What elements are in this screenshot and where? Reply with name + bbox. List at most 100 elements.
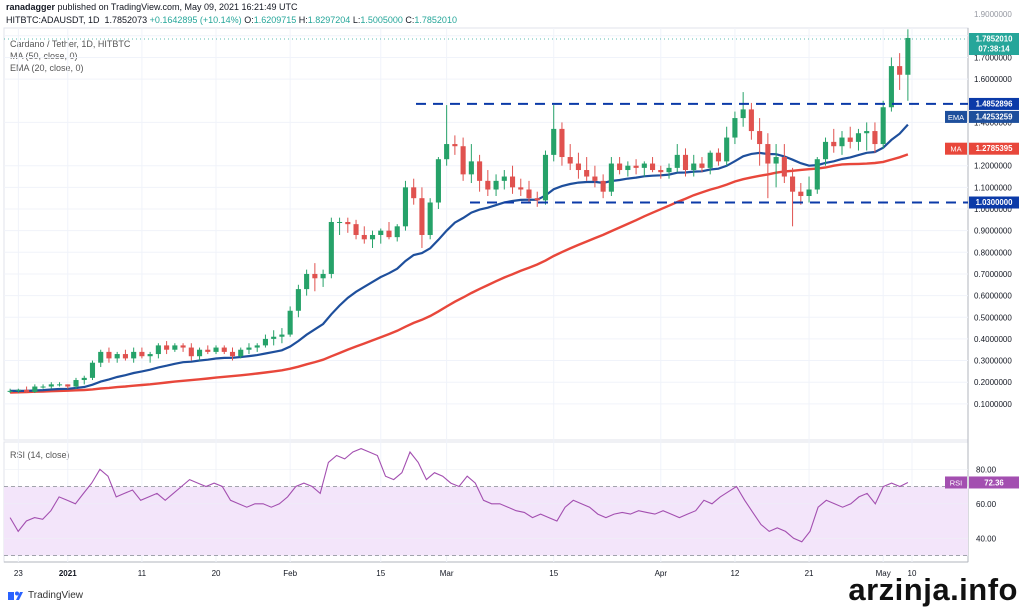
time-tick-label: 11 <box>138 569 147 578</box>
candle <box>394 224 400 242</box>
candle-body <box>254 345 260 348</box>
candle-body <box>271 336 277 339</box>
candle-body <box>164 345 170 350</box>
symbol-label: HITBTC:ADAUSDT, 1D <box>6 15 100 25</box>
high-value: 1.8297204 <box>307 15 351 25</box>
candle-body <box>353 224 359 235</box>
candle-body <box>526 189 532 199</box>
candle-body <box>402 187 409 227</box>
candle <box>699 157 705 173</box>
candle-body <box>872 131 878 145</box>
candle-body <box>757 131 763 145</box>
rsi-tag-box <box>945 476 967 489</box>
candle-body <box>666 167 672 173</box>
candle <box>485 170 491 197</box>
ma-value-tag-box <box>969 142 1019 155</box>
candle <box>452 135 458 155</box>
rsi-tag-label: RSI <box>950 478 963 487</box>
candle-body <box>485 180 491 190</box>
candle <box>89 360 96 381</box>
candle-body <box>551 128 557 155</box>
price-tick-label: 0.8000000 <box>974 248 1012 257</box>
candle-body <box>106 351 112 359</box>
candle <box>81 375 87 385</box>
candle <box>551 105 557 162</box>
candle <box>7 388 13 394</box>
tradingview-label: TradingView <box>28 590 84 601</box>
candle <box>781 144 787 184</box>
ma-tag-label: MA <box>950 145 961 154</box>
ema-value-tag-box <box>969 110 1019 123</box>
time-tick-label: Mar <box>440 569 454 578</box>
candle-body <box>155 345 161 355</box>
ma-legend[interactable]: MA (50, close, 0) <box>10 51 78 61</box>
price-tick-label: 0.3000000 <box>974 357 1012 366</box>
time-tick-label: 10 <box>908 569 917 578</box>
candle <box>542 150 549 205</box>
candle <box>617 157 623 175</box>
candle <box>172 343 178 352</box>
tradingview-logo-icon <box>8 591 23 600</box>
candle-body <box>213 347 219 352</box>
candle-body <box>740 109 746 119</box>
candle-body <box>122 354 128 359</box>
candle-body <box>814 159 820 190</box>
candle-body <box>369 234 376 240</box>
candle <box>888 57 894 112</box>
candle <box>905 29 911 101</box>
time-tick-label: 21 <box>805 569 814 578</box>
rsi-tick-label: 40.00 <box>976 534 997 543</box>
candle <box>765 133 771 199</box>
price-tick-label: 0.1000000 <box>974 400 1012 409</box>
ema-20-line <box>10 123 909 393</box>
candle <box>715 148 721 166</box>
ema-legend[interactable]: EMA (20, close, 0) <box>10 63 84 73</box>
candle <box>345 217 351 233</box>
candle <box>378 228 384 244</box>
candle <box>122 349 128 361</box>
candle-body <box>773 157 779 164</box>
rsi-legend[interactable]: RSI (14, close) <box>10 450 70 460</box>
candle-body <box>790 176 796 192</box>
candle-body <box>534 198 540 201</box>
candle <box>814 157 820 194</box>
candle <box>567 144 573 171</box>
candle <box>337 217 343 235</box>
candle-body <box>337 221 343 223</box>
candle-body <box>246 347 252 350</box>
candle-body <box>542 154 549 201</box>
candle-body <box>73 380 79 387</box>
candle <box>584 157 590 181</box>
candle <box>73 377 79 389</box>
candle-body <box>468 161 474 175</box>
tradingview-brand[interactable]: TradingView <box>8 590 83 601</box>
candle-body <box>48 384 54 387</box>
candle <box>468 144 474 184</box>
time-tick-label: 2021 <box>59 569 77 578</box>
ma-value-tag-label: 1.2785395 <box>976 144 1014 153</box>
candle <box>221 345 227 355</box>
candle-body <box>221 347 227 352</box>
candle-body <box>493 180 499 190</box>
candle-body <box>229 351 236 357</box>
candle <box>24 386 30 394</box>
candle <box>65 384 71 389</box>
ema-tag-label: EMA <box>948 113 964 122</box>
candle-body <box>312 273 318 279</box>
candle-body <box>444 144 450 160</box>
support-tag-box <box>969 196 1019 209</box>
candle-body <box>584 170 590 177</box>
candle-body <box>501 176 507 181</box>
candle <box>369 230 376 248</box>
candle-body <box>509 176 516 188</box>
candle-body <box>855 133 862 142</box>
author-name[interactable]: ranadagger <box>6 2 56 12</box>
candle <box>509 165 516 194</box>
candle-body <box>617 163 623 171</box>
time-tick-label: 12 <box>730 569 739 578</box>
price-tick-top: 1.9000000 <box>974 10 1012 19</box>
rsi-tick-label: 60.00 <box>976 500 997 509</box>
candle <box>798 183 804 205</box>
candle <box>625 161 631 177</box>
